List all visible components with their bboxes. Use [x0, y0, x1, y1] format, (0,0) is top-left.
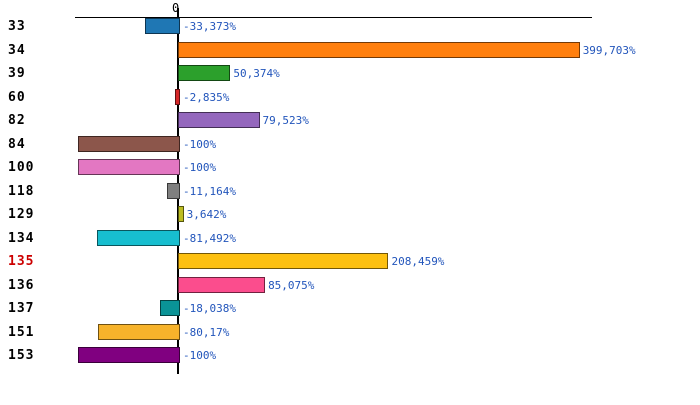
bar [178, 112, 260, 128]
bar [175, 88, 180, 105]
chart-row: 137 -18,038% [0, 300, 700, 316]
category-label: 137 [8, 301, 35, 316]
bar [159, 300, 180, 316]
category-label: 129 [8, 207, 35, 222]
bar [178, 253, 389, 269]
chart-row: 129 3,642% [0, 206, 700, 222]
value-label: 79,523% [262, 114, 309, 127]
zero-axis-label: 0 [172, 1, 180, 15]
value-label: -11,164% [183, 184, 236, 198]
category-label: 100 [8, 160, 35, 175]
category-label: 39 [8, 66, 26, 81]
bar [78, 347, 180, 363]
chart-row: 118 -11,164% [0, 182, 700, 199]
bar [178, 276, 266, 293]
bar [144, 18, 180, 34]
chart-row: 151 -80,17% [0, 323, 700, 340]
category-label: 136 [8, 277, 35, 293]
value-label: -2,835% [183, 90, 230, 104]
value-label: -80,17% [183, 325, 230, 339]
bar [178, 41, 580, 58]
value-label: 3,642% [186, 208, 227, 221]
value-label: -81,492% [183, 231, 236, 245]
bar [166, 182, 180, 199]
top-axis-line [75, 17, 592, 18]
value-label: 85,075% [268, 278, 315, 292]
value-label: -100% [183, 137, 217, 151]
bar [97, 323, 180, 340]
bar [178, 206, 184, 222]
value-label: 50,374% [233, 67, 280, 80]
chart-row: 153 -100% [0, 347, 700, 363]
value-label: 208,459% [391, 255, 445, 268]
chart-row: 100 -100% [0, 159, 700, 175]
bar [96, 229, 180, 246]
value-label: -18,038% [183, 302, 236, 315]
category-label: 82 [8, 113, 26, 128]
bar [78, 135, 180, 152]
chart-row: 34 399,703% [0, 41, 700, 58]
category-label: 84 [8, 136, 26, 152]
chart-row: 82 79,523% [0, 112, 700, 128]
bar [78, 159, 180, 175]
chart-row: 60 -2,835% [0, 88, 700, 105]
chart-row: 84 -100% [0, 135, 700, 152]
chart-row: 135 208,459% [0, 253, 700, 269]
category-label: 153 [8, 348, 35, 363]
category-label: 60 [8, 89, 26, 105]
category-label: 33 [8, 19, 26, 34]
value-label: -100% [183, 161, 217, 174]
category-label: 151 [8, 324, 35, 340]
value-label: -33,373% [183, 20, 236, 33]
category-label: 135 [8, 254, 35, 269]
category-label: 134 [8, 230, 35, 246]
category-label: 118 [8, 183, 35, 199]
chart-row: 33 -33,373% [0, 18, 700, 34]
bar [178, 65, 231, 81]
chart-row: 39 50,374% [0, 65, 700, 81]
value-label: 399,703% [582, 43, 636, 57]
chart-row: 134 -81,492% [0, 229, 700, 246]
chart-row: 136 85,075% [0, 276, 700, 293]
category-label: 34 [8, 42, 26, 58]
value-label: -100% [183, 349, 217, 362]
